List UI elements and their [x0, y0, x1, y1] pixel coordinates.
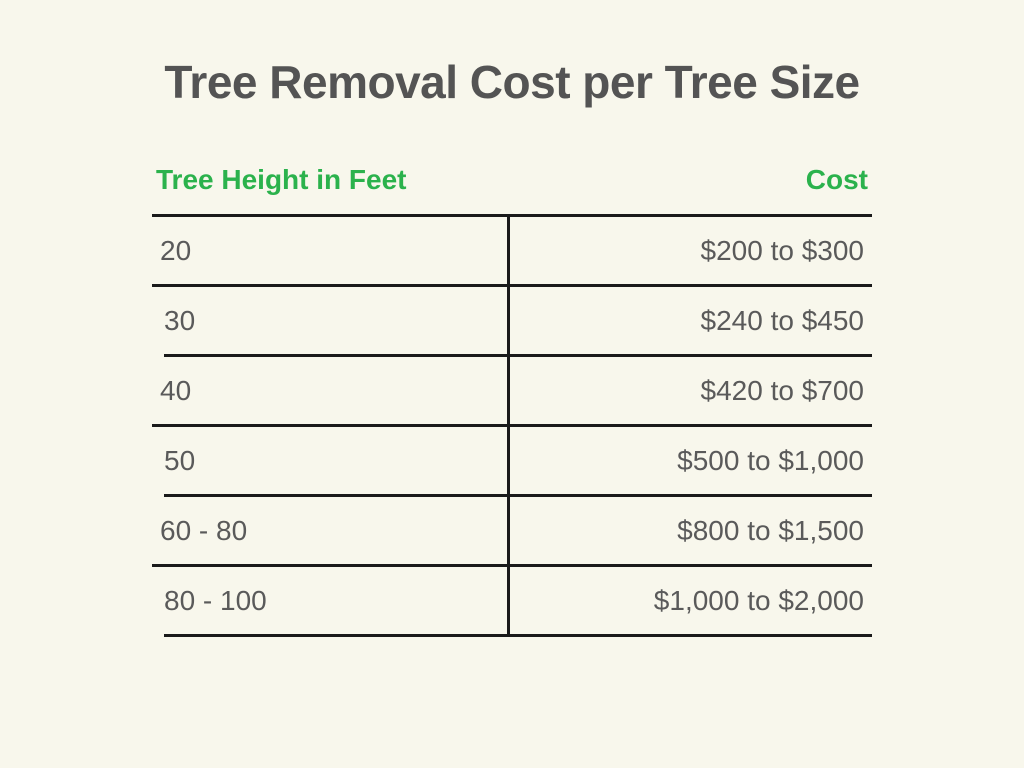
column-header-cost: Cost [806, 164, 868, 196]
cell-cost: $500 to $1,000 [507, 427, 872, 494]
table-body: 20 $200 to $300 30 $240 to $450 40 $420 … [152, 214, 872, 637]
cell-cost: $420 to $700 [507, 357, 872, 424]
cell-height: 60 - 80 [152, 515, 507, 547]
cell-cost: $1,000 to $2,000 [507, 567, 872, 634]
page-title: Tree Removal Cost per Tree Size [164, 55, 859, 109]
table-row: 60 - 80 $800 to $1,500 [152, 497, 872, 567]
cell-height: 50 [164, 445, 507, 477]
table-row: 50 $500 to $1,000 [164, 427, 872, 497]
cell-cost: $800 to $1,500 [507, 497, 872, 564]
cell-height: 40 [152, 375, 507, 407]
cost-table: Tree Height in Feet Cost 20 $200 to $300… [152, 164, 872, 637]
table-row: 20 $200 to $300 [152, 217, 872, 287]
cell-height: 30 [164, 305, 507, 337]
table-row: 30 $240 to $450 [164, 287, 872, 357]
cell-cost: $200 to $300 [507, 217, 872, 284]
cell-height: 20 [152, 235, 507, 267]
table-row: 40 $420 to $700 [152, 357, 872, 427]
column-header-height: Tree Height in Feet [156, 164, 407, 196]
table-row: 80 - 100 $1,000 to $2,000 [164, 567, 872, 637]
cell-cost: $240 to $450 [507, 287, 872, 354]
cell-height: 80 - 100 [164, 585, 507, 617]
table-header-row: Tree Height in Feet Cost [152, 164, 872, 196]
